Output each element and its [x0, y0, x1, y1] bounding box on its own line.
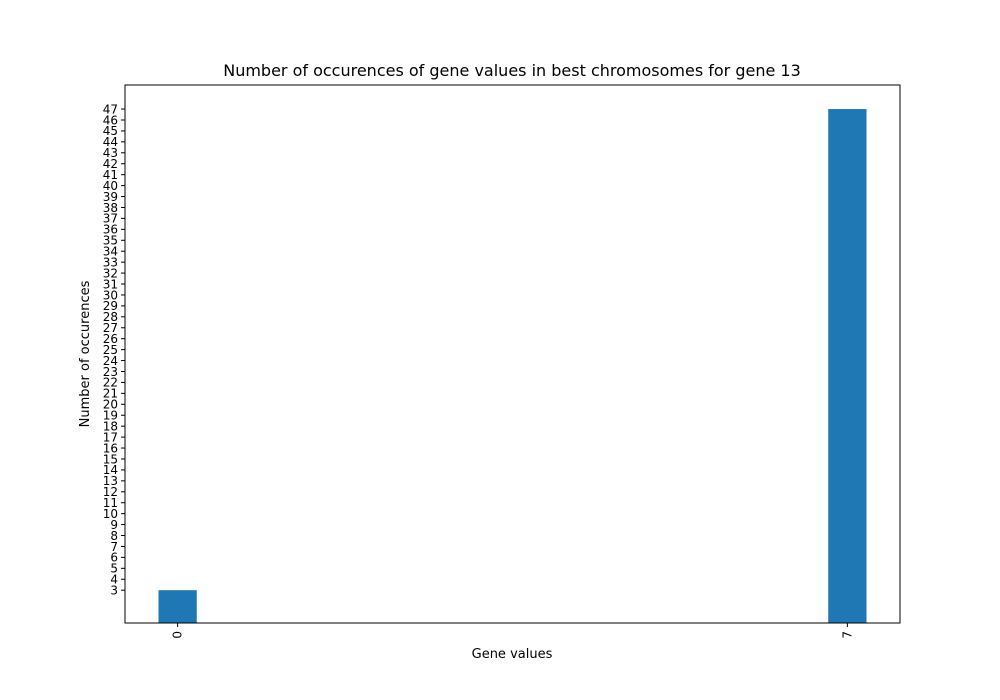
y-tick-label-11: 11 — [103, 496, 118, 510]
y-axis-label: Number of occurences — [78, 280, 93, 427]
y-tick-label-36: 36 — [103, 223, 118, 237]
y-tick-label-37: 37 — [103, 212, 118, 226]
y-tick-label-43: 43 — [103, 146, 118, 160]
y-tick-label-19: 19 — [103, 409, 118, 423]
bar-0 — [158, 590, 197, 623]
y-tick-label-25: 25 — [103, 343, 118, 357]
y-tick-label-6: 6 — [110, 551, 118, 565]
y-tick-label-30: 30 — [103, 288, 118, 302]
plot-area: 3456789101112131415161718192021222324252… — [103, 84, 901, 639]
y-tick-label-18: 18 — [103, 419, 118, 433]
y-tick-label-47: 47 — [103, 102, 118, 116]
axes-frame — [124, 84, 901, 624]
y-tick-label-15: 15 — [103, 452, 118, 466]
bar-7 — [828, 109, 867, 624]
y-tick-label-26: 26 — [103, 332, 118, 346]
y-tick-label-3: 3 — [110, 583, 118, 597]
y-tick-label-40: 40 — [103, 179, 118, 193]
y-tick-label-14: 14 — [103, 463, 118, 477]
y-tick-label-9: 9 — [110, 518, 118, 532]
y-tick-label-17: 17 — [103, 430, 118, 444]
y-tick-label-33: 33 — [103, 255, 118, 269]
y-tick-label-12: 12 — [103, 485, 118, 499]
y-tick-label-39: 39 — [103, 190, 118, 204]
y-tick-label-46: 46 — [103, 113, 118, 127]
y-axis-ticks: 3456789101112131415161718192021222324252… — [103, 102, 125, 597]
x-axis-label: Gene values — [472, 647, 553, 662]
y-tick-label-10: 10 — [103, 507, 118, 521]
y-tick-label-4: 4 — [110, 573, 118, 587]
y-tick-label-7: 7 — [110, 540, 118, 554]
y-tick-label-38: 38 — [103, 201, 118, 215]
y-tick-label-23: 23 — [103, 365, 118, 379]
y-tick-label-8: 8 — [110, 529, 118, 543]
x-tick-label-0: 0 — [171, 631, 185, 639]
y-tick-label-16: 16 — [103, 441, 118, 455]
chart-title: Number of occurences of gene values in b… — [223, 61, 801, 80]
y-tick-label-24: 24 — [103, 354, 118, 368]
y-tick-label-22: 22 — [103, 376, 118, 390]
y-tick-label-32: 32 — [103, 266, 118, 280]
y-tick-label-20: 20 — [103, 398, 118, 412]
y-tick-label-34: 34 — [103, 245, 118, 259]
y-tick-label-45: 45 — [103, 124, 118, 138]
y-tick-label-41: 41 — [103, 168, 118, 182]
y-tick-label-42: 42 — [103, 157, 118, 171]
y-tick-label-13: 13 — [103, 474, 118, 488]
y-tick-label-29: 29 — [103, 299, 118, 313]
bars — [158, 109, 867, 624]
y-tick-label-28: 28 — [103, 310, 118, 324]
y-tick-label-31: 31 — [103, 277, 118, 291]
y-tick-label-27: 27 — [103, 321, 118, 335]
x-tick-label-7: 7 — [840, 631, 854, 639]
y-tick-label-35: 35 — [103, 234, 118, 248]
y-tick-label-21: 21 — [103, 387, 118, 401]
y-tick-label-5: 5 — [110, 562, 118, 576]
y-tick-label-44: 44 — [103, 135, 118, 149]
